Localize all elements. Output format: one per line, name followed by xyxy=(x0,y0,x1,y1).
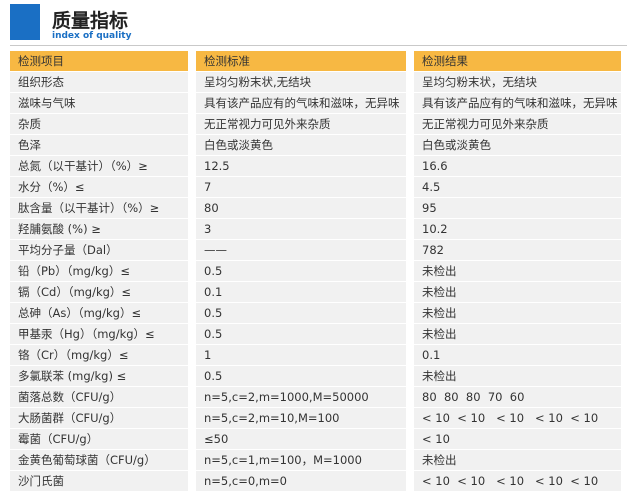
table-cell: 0.1 xyxy=(414,345,621,365)
table-row: 菌落总数（CFU/g） n=5,c=2,m=1000,M=50000 80 80 8… xyxy=(10,387,621,407)
table-cell: 羟脯氨酸 (%) ≥ xyxy=(10,219,188,239)
table-cell: 未检出 xyxy=(414,324,621,344)
column-header: 检测项目 xyxy=(10,51,188,71)
header-row: 检测项目 检测标准 检测结果 xyxy=(10,51,621,71)
table-cell: 具有该产品应有的气味和滋味，无异味 xyxy=(414,93,621,113)
table: 检测项目 检测标准 检测结果 组织形态 呈均匀粉末状,无结块 呈均匀粉末状，无结块 滋味与气… xyxy=(10,51,621,492)
table-cell: 呈均匀粉末状,无结块 xyxy=(196,72,406,92)
table-cell: 7 xyxy=(196,177,406,197)
table-cell: < 10 < 10 < 10 < 10 < 10 xyxy=(414,408,621,428)
table-row: 平均分子量（Dal） —— 782 xyxy=(10,240,621,260)
table-cell: 铬（Cr）（mg/kg）≤ xyxy=(10,345,188,365)
table-cell: 16.6 xyxy=(414,156,621,176)
table-cell: 未检出 xyxy=(414,366,621,386)
table-cell: 1 xyxy=(196,345,406,365)
table-cell: 杂质 xyxy=(10,114,188,134)
table-cell: 未检出 xyxy=(414,261,621,281)
table-cell: 未检出 xyxy=(414,282,621,302)
table-cell: 菌落总数（CFU/g） xyxy=(10,387,188,407)
table-row: 多氯联苯 (mg/kg) ≤ 0.5 未检出 xyxy=(10,366,621,386)
table-cell: 80 80 80 70 60 xyxy=(414,387,621,407)
table-cell: 0.5 xyxy=(196,366,406,386)
table-cell: 金黄色葡萄球菌（CFU/g） xyxy=(10,450,188,470)
table-cell: 白色或淡黄色 xyxy=(414,135,621,155)
table-row: 滋味与气味 具有该产品应有的气味和滋味，无异味 具有该产品应有的气味和滋味，无异味 xyxy=(10,93,621,113)
table-cell: 沙门氏菌 xyxy=(10,471,188,491)
table-cell: 滋味与气味 xyxy=(10,93,188,113)
table-row: 大肠菌群（CFU/g） n=5,c=2,m=10,M=100 < 10 < 10 <… xyxy=(10,408,621,428)
table-row: 杂质 无正常视力可见外来杂质 无正常视力可见外来杂质 xyxy=(10,114,621,134)
table-cell: 未检出 xyxy=(414,450,621,470)
table-cell: 总砷（As）（mg/kg）≤ xyxy=(10,303,188,323)
table-cell: 水分（%）≤ xyxy=(10,177,188,197)
table-cell: 铅（Pb）（mg/kg）≤ xyxy=(10,261,188,281)
table-cell: 0.5 xyxy=(196,261,406,281)
table-row: 总氮（以干基计）（%）≥ 12.5 16.6 xyxy=(10,156,621,176)
table-cell: 色泽 xyxy=(10,135,188,155)
table-cell: 0.1 xyxy=(196,282,406,302)
table-cell: < 10 xyxy=(414,429,621,449)
table-cell: 782 xyxy=(414,240,621,260)
table-cell: 80 xyxy=(196,198,406,218)
table-cell: 总氮（以干基计）（%）≥ xyxy=(10,156,188,176)
table-cell: 霉菌（CFU/g） xyxy=(10,429,188,449)
table-row: 铅（Pb）（mg/kg）≤ 0.5 未检出 xyxy=(10,261,621,281)
table-row: 总砷（As）（mg/kg）≤ 0.5 未检出 xyxy=(10,303,621,323)
table-cell: 12.5 xyxy=(196,156,406,176)
table-cell: 组织形态 xyxy=(10,72,188,92)
table-cell: 无正常视力可见外来杂质 xyxy=(196,114,406,134)
subtitle: index of quality xyxy=(52,31,132,41)
table-cell: 甲基汞（Hg）（mg/kg）≤ xyxy=(10,324,188,344)
table-cell: 平均分子量（Dal） xyxy=(10,240,188,260)
table-cell: 未检出 xyxy=(414,303,621,323)
table-cell: n=5,c=2,m=1000,M=50000 xyxy=(196,387,406,407)
table-cell: n=5,c=1,m=100，M=1000 xyxy=(196,450,406,470)
table-row: 组织形态 呈均匀粉末状,无结块 呈均匀粉末状，无结块 xyxy=(10,72,621,92)
table-cell: 白色或淡黄色 xyxy=(196,135,406,155)
table-row: 羟脯氨酸 (%) ≥ 3 10.2 xyxy=(10,219,621,239)
table-cell: 无正常视力可见外来杂质 xyxy=(414,114,621,134)
table-cell: 0.5 xyxy=(196,324,406,344)
table-cell: 10.2 xyxy=(414,219,621,239)
table-cell: 多氯联苯 (mg/kg) ≤ xyxy=(10,366,188,386)
table-row: 霉菌（CFU/g） ≤50 < 10 xyxy=(10,429,621,449)
title: 质量指标 xyxy=(52,10,129,32)
table-cell: 具有该产品应有的气味和滋味，无异味 xyxy=(196,93,406,113)
column-header: 检测标准 xyxy=(196,51,406,71)
table-row: 甲基汞（Hg）（mg/kg）≤ 0.5 未检出 xyxy=(10,324,621,344)
table-row: 金黄色葡萄球菌（CFU/g） n=5,c=1,m=100，M=1000 未检出 xyxy=(10,450,621,470)
column-header: 检测结果 xyxy=(414,51,621,71)
table-cell: 95 xyxy=(414,198,621,218)
table-row: 铬（Cr）（mg/kg）≤ 1 0.1 xyxy=(10,345,621,365)
table-row: 沙门氏菌 n=5,c=0,m=0 < 10 < 10 < 10 < 10 < 10 xyxy=(10,471,621,491)
table-cell: 大肠菌群（CFU/g） xyxy=(10,408,188,428)
table-cell: 镉（Cd）（mg/kg）≤ xyxy=(10,282,188,302)
table-cell: n=5,c=0,m=0 xyxy=(196,471,406,491)
table-cell: 4.5 xyxy=(414,177,621,197)
table-row: 肽含量（以干基计）（%）≥ 80 95 xyxy=(10,198,621,218)
table-row: 镉（Cd）（mg/kg）≤ 0.1 未检出 xyxy=(10,282,621,302)
divider xyxy=(10,45,627,46)
table-cell: 3 xyxy=(196,219,406,239)
table-cell: 0.5 xyxy=(196,303,406,323)
table-cell: —— xyxy=(196,240,406,260)
table-cell: ≤50 xyxy=(196,429,406,449)
table-cell: 肽含量（以干基计）（%）≥ xyxy=(10,198,188,218)
header-icon xyxy=(10,4,40,40)
table-row: 色泽 白色或淡黄色 白色或淡黄色 xyxy=(10,135,621,155)
table-cell: < 10 < 10 < 10 < 10 < 10 xyxy=(414,471,621,491)
table-cell: n=5,c=2,m=10,M=100 xyxy=(196,408,406,428)
table-cell: 呈均匀粉末状，无结块 xyxy=(414,72,621,92)
table-row: 水分（%）≤ 7 4.5 xyxy=(10,177,621,197)
